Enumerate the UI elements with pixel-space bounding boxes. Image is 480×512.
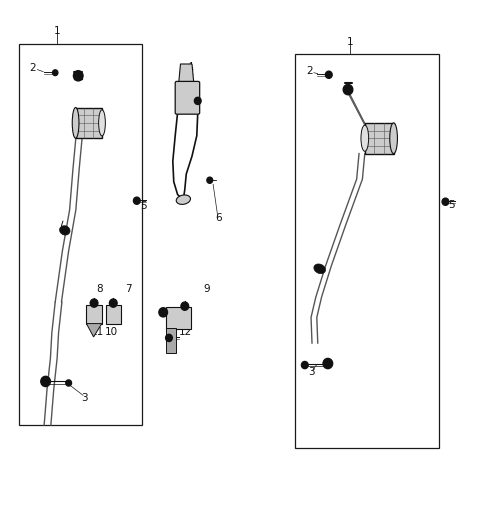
Ellipse shape [72,108,79,138]
Bar [166,328,176,353]
Circle shape [109,299,117,307]
Ellipse shape [176,195,191,204]
Circle shape [90,299,98,307]
Circle shape [133,197,140,204]
FancyBboxPatch shape [175,81,200,114]
Circle shape [41,376,50,387]
Ellipse shape [60,226,70,235]
Text: 11: 11 [91,327,105,337]
Text: 5: 5 [448,200,455,210]
Bar [19,44,142,425]
Circle shape [207,177,213,183]
Text: 3: 3 [81,393,87,403]
Text: 7: 7 [125,284,132,294]
Polygon shape [86,324,102,337]
Polygon shape [106,305,121,324]
Circle shape [159,308,168,317]
Polygon shape [179,64,194,84]
Circle shape [66,380,72,386]
Polygon shape [86,305,102,324]
Text: 9: 9 [169,338,176,348]
Ellipse shape [390,123,397,154]
Circle shape [325,71,332,78]
Text: 10: 10 [105,327,118,337]
Circle shape [52,69,59,76]
Text: 8: 8 [96,284,103,294]
Text: 4: 4 [186,61,193,72]
Circle shape [343,84,353,95]
Ellipse shape [361,125,369,152]
Circle shape [301,361,308,369]
Ellipse shape [314,264,325,273]
Text: 1: 1 [347,37,354,48]
Text: 2: 2 [306,66,313,76]
Circle shape [181,302,189,310]
Bar [75,108,102,138]
Circle shape [442,198,449,205]
Bar [295,54,439,448]
Text: 1: 1 [53,26,60,36]
Text: 12: 12 [179,327,192,337]
Circle shape [194,97,201,104]
Circle shape [73,71,83,81]
Circle shape [166,334,172,342]
Ellipse shape [99,110,106,136]
Text: 3: 3 [308,367,314,377]
Bar [166,307,191,329]
Text: 5: 5 [140,201,146,211]
Text: 9: 9 [203,284,210,294]
Text: 6: 6 [216,212,222,223]
Circle shape [323,358,333,369]
Bar [365,123,394,154]
Text: 2: 2 [29,63,36,73]
